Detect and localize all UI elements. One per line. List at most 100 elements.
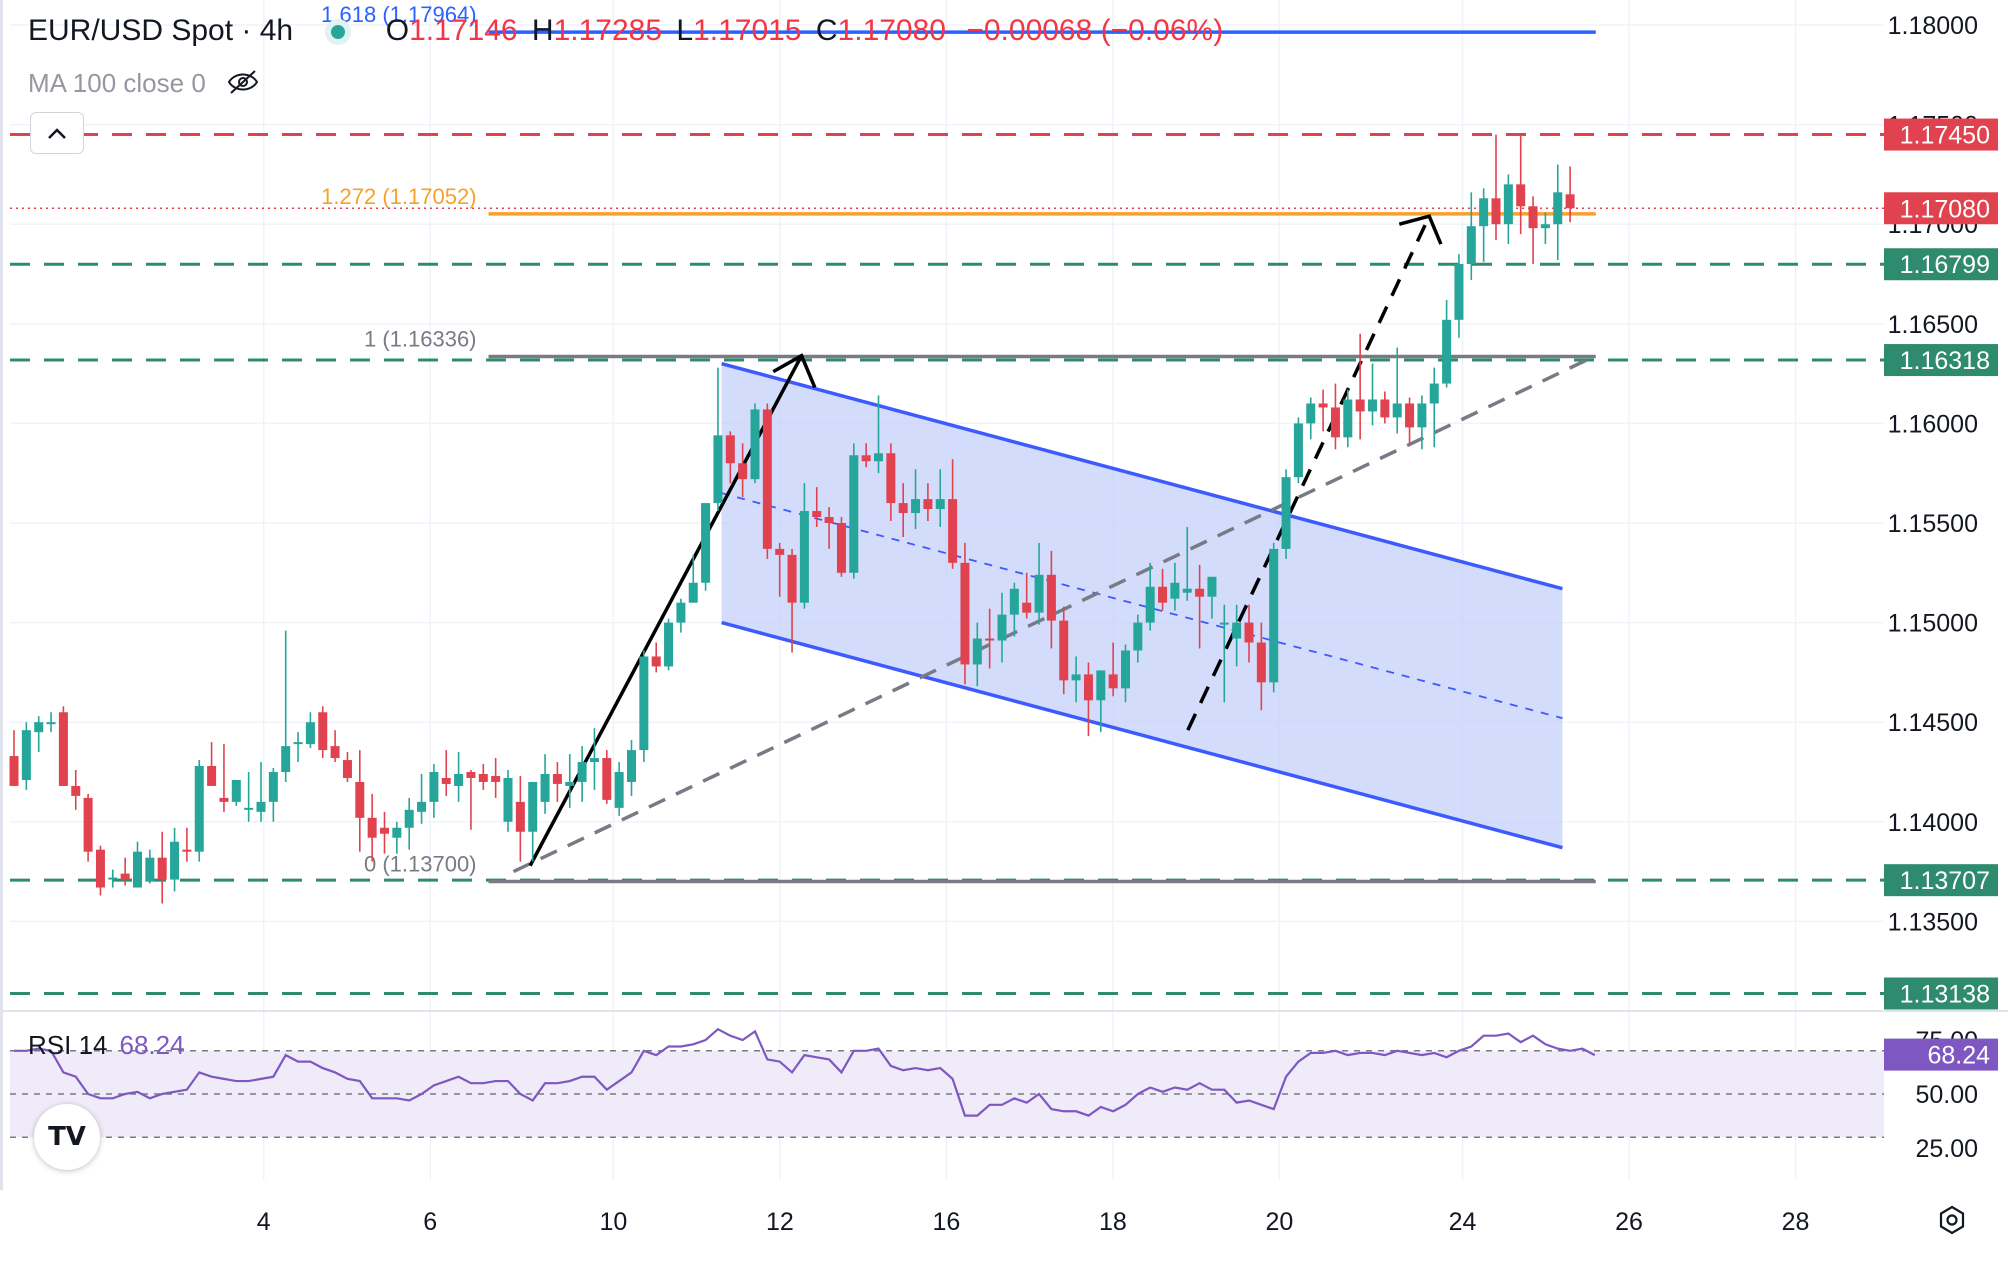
candle-body — [478, 773, 488, 782]
candle-body — [380, 827, 389, 834]
x-tick-label: 6 — [423, 1208, 437, 1236]
collapse-legend-button[interactable] — [30, 112, 84, 154]
candle-body — [1454, 264, 1464, 320]
candle-body — [1405, 403, 1415, 428]
y-tick-label: 1.16000 — [1888, 410, 1978, 438]
candle-body — [367, 817, 377, 838]
candle-body — [355, 781, 365, 818]
price-tag-5: 1.13138 — [1900, 981, 1990, 1009]
candle-body — [836, 523, 846, 573]
candle-body — [627, 750, 636, 782]
candle-body — [935, 499, 945, 510]
candle-body — [231, 779, 241, 802]
candle-body — [342, 760, 352, 778]
x-tick-label: 12 — [766, 1208, 794, 1236]
candle-body — [1158, 586, 1168, 603]
x-tick-label: 24 — [1449, 1208, 1477, 1236]
price-tag-4: 1.13707 — [1900, 867, 1990, 895]
candle-body — [268, 772, 278, 802]
price-tag-bg-0 — [1884, 118, 1998, 151]
symbol-legend: EUR/USD Spot · 4h O1.17146 H1.17285 L1.1… — [28, 14, 1223, 48]
candle-body — [1009, 588, 1019, 615]
price-tag-bg-2 — [1884, 248, 1998, 281]
candle-body — [1121, 650, 1130, 689]
candle-body — [244, 807, 254, 810]
x-tick-label: 4 — [257, 1208, 271, 1236]
candle-body — [762, 409, 772, 549]
arrowhead-solid — [772, 353, 817, 389]
x-tick-label: 18 — [1099, 1208, 1127, 1236]
tradingview-logo[interactable]: TV — [34, 1104, 100, 1170]
candle-body — [1355, 399, 1365, 412]
candle-body — [392, 827, 402, 838]
candle-body — [1528, 206, 1538, 229]
trendline-2 — [1186, 215, 1431, 731]
candle-body — [750, 409, 760, 480]
channel-lower — [721, 620, 1563, 850]
fib-label-1: 1.272 (1.17052) — [321, 184, 476, 209]
candle-body — [1071, 674, 1081, 681]
ma-legend[interactable]: MA 100 close 0 — [28, 68, 259, 102]
candle-body — [552, 773, 562, 784]
close-value: 1.17080 — [837, 14, 946, 47]
candle-body — [528, 781, 538, 832]
candle-body — [1244, 622, 1254, 643]
settings-icon[interactable] — [1934, 1204, 1970, 1240]
channel-mid — [721, 492, 1563, 720]
candle-body — [83, 797, 93, 852]
rsi-legend[interactable]: RSI 14 68.24 — [28, 1030, 185, 1061]
candle-body — [1343, 399, 1353, 438]
candle-body — [157, 857, 167, 880]
candle-body — [1281, 477, 1291, 549]
candle-body — [1442, 319, 1452, 384]
candle-body — [651, 656, 661, 667]
x-tick-label: 28 — [1782, 1208, 1810, 1236]
candle-body — [812, 511, 822, 518]
candle-body — [1232, 622, 1242, 639]
x-tick-label: 26 — [1615, 1208, 1643, 1236]
eye-off-icon[interactable] — [227, 69, 259, 102]
candle-body — [960, 562, 970, 665]
candle-body — [293, 742, 303, 745]
candle-body — [1466, 226, 1476, 265]
high-value: 1.17285 — [553, 14, 663, 47]
y-tick-label: 1.18000 — [1888, 12, 1978, 40]
candle-body — [713, 435, 723, 504]
symbol-title[interactable]: EUR/USD Spot · 4h — [28, 14, 294, 47]
candle-body — [948, 499, 958, 563]
candle-body — [503, 777, 513, 822]
candle-body — [1368, 399, 1377, 412]
x-tick-label: 20 — [1265, 1208, 1293, 1236]
x-tick-label: 10 — [599, 1208, 627, 1236]
candle-body — [120, 873, 130, 880]
candle-body — [207, 766, 217, 786]
candle-body — [1565, 194, 1575, 209]
candle-body — [417, 801, 427, 812]
candle-body — [1330, 407, 1340, 438]
candle-body — [182, 849, 192, 852]
candle-body — [21, 730, 31, 780]
candle-body — [305, 722, 315, 745]
open-key: O — [385, 14, 410, 47]
candles — [9, 134, 1575, 904]
y-tick-label: 1.16500 — [1888, 311, 1978, 339]
candle-body — [972, 638, 982, 665]
candle-body — [318, 712, 328, 751]
close-key: C — [815, 14, 838, 47]
candle-body — [1269, 548, 1279, 683]
candle-body — [466, 772, 476, 778]
candle-body — [1392, 403, 1402, 418]
candle-body — [1256, 642, 1266, 683]
rsi-line — [14, 1027, 1596, 1117]
candle-body — [725, 435, 735, 464]
y-tick-label: 1.14000 — [1888, 809, 1978, 837]
candle-body — [577, 762, 587, 782]
price-tag-1: 1.17080 — [1900, 195, 1990, 223]
candle-body — [46, 722, 56, 725]
price-tag-0: 1.17450 — [1900, 122, 1990, 150]
arrowhead-dashed — [1398, 214, 1443, 245]
fib-label-2: 1 (1.16336) — [364, 326, 477, 351]
rsi-legend-value: 68.24 — [119, 1030, 185, 1060]
